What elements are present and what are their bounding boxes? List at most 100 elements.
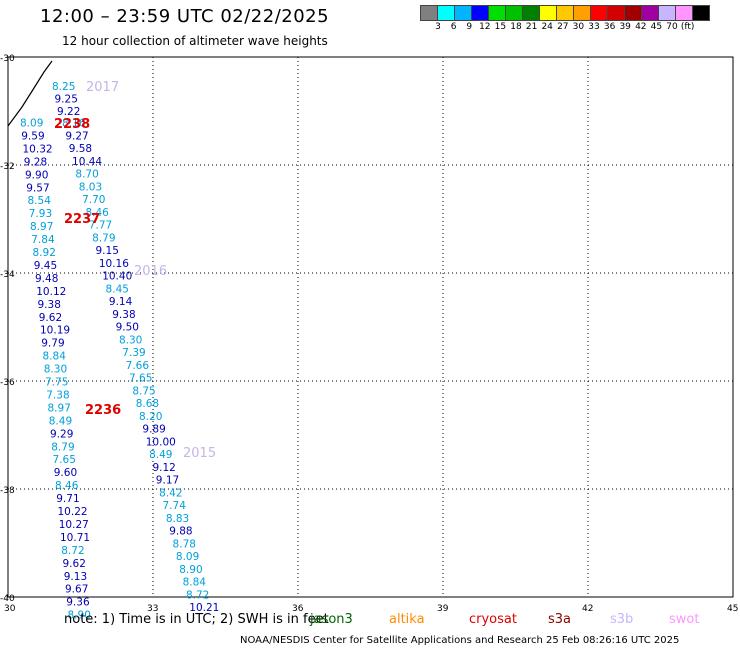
wave-height-value: 7.70 [82, 194, 105, 206]
wave-height-value: 10.16 [99, 258, 129, 270]
y-axis-label: -38 [0, 486, 15, 496]
color-legend-label: 45 [650, 22, 663, 32]
wave-height-value: 8.79 [92, 232, 115, 244]
wave-height-value: 10.21 [189, 602, 219, 614]
wave-height-value: 8.90 [68, 610, 91, 622]
wave-height-value: 9.79 [41, 338, 64, 350]
wave-height-value: 8.75 [132, 385, 155, 397]
wave-height-value: 8.42 [159, 487, 182, 499]
wave-height-value: 9.28 [24, 156, 47, 168]
color-legend-label: 15 [494, 22, 507, 32]
wave-height-value: 9.29 [50, 428, 73, 440]
wave-height-value: 8.09 [176, 551, 199, 563]
year-mark: 2015 [183, 446, 216, 461]
color-legend-unit: (ft) [680, 22, 695, 32]
color-legend-labels: 3 6 9 12 15 18 21 24 27 30 33 36 39 42 45 70 (ft) [421, 22, 740, 34]
wave-height-value: 10.71 [60, 532, 90, 544]
wave-height-value: 7.65 [53, 454, 76, 466]
color-legend-label: 36 [603, 22, 616, 32]
wave-height-value: 8.70 [75, 169, 98, 181]
wave-height-value: 8.72 [61, 545, 84, 557]
color-legend-label: 24 [541, 22, 553, 32]
wave-height-value: 10.00 [146, 436, 176, 448]
color-legend [420, 5, 710, 21]
color-legend-label: 27 [557, 22, 569, 32]
x-axis-label: 30 [4, 604, 16, 614]
x-axis-label: 36 [292, 604, 304, 614]
satellite-label-s3a: s3a [548, 612, 572, 627]
wave-height-value: 7.84 [31, 234, 55, 246]
wave-height-value: 8.45 [106, 283, 129, 295]
time-mark: 2236 [85, 403, 121, 418]
wave-height-value: 10.44 [72, 156, 102, 168]
wave-height-value: 7.65 [129, 373, 152, 385]
wave-height-value: 8.72 [186, 589, 209, 601]
wave-height-value: 9.71 [56, 493, 79, 505]
wave-height-value: 8.97 [48, 402, 71, 414]
wave-height-value: 9.90 [25, 169, 48, 181]
map-frame [7, 56, 734, 598]
color-legend-label: 21 [525, 22, 538, 32]
wave-height-value: 9.36 [66, 597, 90, 609]
wave-height-value: 9.38 [112, 309, 135, 321]
wave-height-value: 9.45 [34, 260, 57, 272]
color-swatch [692, 5, 710, 21]
wave-height-value: 8.03 [79, 181, 102, 193]
wave-height-value: 8.30 [44, 364, 67, 376]
color-legend-label: 12 [479, 22, 491, 32]
note-text: note: 1) Time is in UTC; 2) SWH is in fe… [64, 612, 329, 627]
wave-height-value: 9.67 [65, 584, 88, 596]
time-mark: 2238 [54, 117, 90, 132]
wave-height-value: 7.74 [163, 500, 187, 512]
wave-height-value: 8.46 [55, 480, 79, 492]
wave-height-value: 9.13 [64, 571, 87, 583]
wave-height-value: 9.22 [57, 106, 80, 118]
time-mark: 2237 [64, 212, 100, 227]
wave-height-value: 8.20 [139, 411, 162, 423]
y-axis-label: -36 [0, 378, 15, 388]
wave-height-value: 8.92 [33, 247, 56, 259]
color-legend-label: 6 [450, 22, 457, 32]
satellite-label-altika: altika [389, 612, 425, 627]
wave-height-value: 9.27 [65, 130, 88, 142]
y-axis-label: -40 [0, 594, 15, 604]
x-axis-label: 45 [727, 604, 738, 614]
wave-height-value: 7.77 [89, 220, 112, 232]
satellite-label-s3b: s3b [610, 612, 634, 627]
wave-height-value: 10.19 [40, 325, 70, 337]
wave-height-value: 7.66 [126, 360, 150, 372]
wave-height-value: 7.39 [122, 347, 145, 359]
satellite-label-swot: swot [669, 612, 700, 627]
color-legend-label: 3 [435, 22, 441, 32]
wave-height-value: 9.38 [38, 299, 61, 311]
wave-height-value: 8.49 [49, 415, 72, 427]
wave-height-value: 8.16 [62, 118, 86, 130]
color-legend-label: 42 [635, 22, 647, 32]
wave-height-value: 9.15 [96, 245, 119, 257]
wave-height-value: 8.30 [119, 334, 142, 346]
color-legend-label: 70 [666, 22, 678, 32]
wave-height-value: 7.93 [29, 208, 52, 220]
wave-height-value: 9.62 [63, 558, 86, 570]
wave-height-value: 9.25 [55, 94, 78, 106]
y-axis-label: -30 [0, 54, 15, 64]
satellite-label-jason3: jason3 [310, 612, 353, 627]
wave-height-value: 8.97 [30, 221, 53, 233]
y-axis-label: -32 [0, 162, 15, 172]
wave-height-value: 8.54 [28, 195, 52, 207]
satellite-label-cryosat: cryosat [469, 612, 517, 627]
page-subtitle: 12 hour collection of altimeter wave hei… [62, 34, 328, 48]
wave-height-value: 9.60 [54, 467, 77, 479]
wave-height-value: 7.75 [45, 377, 68, 389]
wave-height-value: 8.09 [20, 118, 43, 130]
color-legend-label: 39 [619, 22, 631, 32]
wave-height-value: 7.38 [46, 389, 69, 401]
wave-height-value: 8.49 [149, 449, 172, 461]
x-axis-label: 39 [437, 604, 449, 614]
color-legend-label: 9 [466, 22, 473, 32]
wave-height-value: 9.12 [152, 462, 175, 474]
footer-credit: NOAA/NESDIS Center for Satellite Applica… [240, 635, 680, 646]
wave-height-value: 10.40 [102, 271, 132, 283]
color-legend-label: 33 [588, 22, 600, 32]
wave-height-value: 9.57 [26, 182, 49, 194]
